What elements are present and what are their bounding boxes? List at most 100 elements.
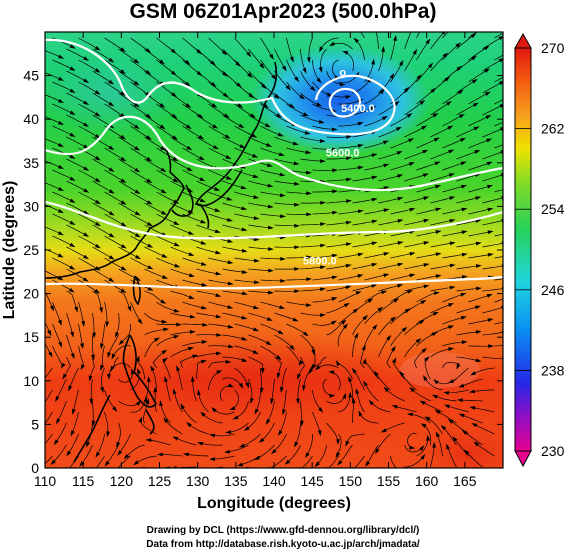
streamline [352,316,366,336]
streamline-arrow [91,354,95,361]
streamline-arrow [371,241,378,246]
streamline [472,407,495,413]
streamline-arrow [317,407,324,413]
streamline-arrow [226,175,233,180]
streamline [337,325,347,347]
streamline-arrow [57,120,64,126]
streamline-arrow [170,48,177,54]
streamline-arrow [224,449,231,454]
streamline [45,389,53,403]
streamline [234,257,257,262]
streamline [274,48,286,69]
streamline [378,318,394,336]
streamline-arrow [253,305,260,310]
streamline-arrow [458,113,465,119]
streamline-arrow [461,340,468,345]
streamline-arrow [409,387,415,393]
streamline-arrow [145,398,150,405]
streamline [196,224,218,233]
streamline [456,265,479,270]
streamline-arrow [267,183,274,188]
streamline [208,147,229,159]
streamline-arrow [381,46,386,52]
x-tick-label: 155 [377,473,401,489]
streamline-arrow [134,167,141,173]
streamline [430,150,452,160]
streamline [281,367,287,390]
streamline [312,59,320,82]
streamline [104,191,124,204]
streamline-arrow [345,242,352,247]
streamline [370,401,391,413]
streamline [404,444,423,453]
streamline-arrow [357,274,364,278]
streamline-arrow [370,105,377,111]
streamline [366,444,379,465]
wind-streamlines [45,32,503,468]
streamline-arrow [145,438,152,442]
streamline-arrow [269,53,274,60]
streamline-arrow [24,393,29,398]
streamline-arrow [273,93,280,100]
streamline-arrow [399,370,405,377]
streamline [137,358,145,380]
streamline [260,125,282,136]
streamline [248,180,271,187]
streamline [326,157,349,160]
streamline [390,114,411,127]
y-tick-label: 45 [23,68,39,84]
streamline-arrow [486,294,493,298]
streamline-arrow [458,413,465,418]
streamline-arrow [252,174,259,179]
streamline [422,401,443,413]
streamline [69,367,79,389]
streamline-arrow [100,343,104,350]
streamline-arrow [331,477,337,481]
streamline [456,150,478,160]
streamline-arrow [475,241,482,246]
streamline-arrow [473,441,480,447]
streamline [312,321,335,326]
streamline-arrow [276,372,281,379]
streamline [326,395,346,404]
streamline-arrow [449,285,456,290]
streamline [416,114,436,127]
streamline-arrow [278,430,283,436]
streamline-arrow [47,330,52,337]
streamline-arrow [176,365,181,372]
streamline [222,377,242,387]
streamline-arrow [114,331,120,338]
streamline-arrow [421,347,428,353]
streamline-arrow [314,365,321,371]
streamline [196,180,218,191]
streamline-arrow [50,459,56,465]
streamline [416,231,439,237]
streamline-arrow [459,137,466,142]
streamline-arrow [448,149,455,154]
streamline-arrow [292,317,299,322]
streamline [144,338,158,358]
streamline [156,235,178,246]
streamline [326,422,339,442]
streamline [248,334,270,345]
streamline-arrow [310,363,316,370]
streamline [156,323,179,325]
streamline-arrow [342,323,349,329]
streamline-arrow [449,263,456,268]
streamline [482,356,503,359]
streamline-arrow [294,223,301,228]
streamline-arrow [471,423,478,428]
streamline [378,284,401,292]
streamline [375,32,379,50]
streamline-arrow [352,308,359,314]
streamline-arrow [301,385,306,392]
streamline-arrow [188,252,195,256]
streamline [78,81,99,94]
streamline-arrow [83,254,89,260]
streamline [352,242,375,248]
streamline-arrow [99,307,104,314]
streamline-arrow [294,245,301,250]
streamline-arrow [238,443,245,448]
streamline [144,202,165,214]
streamline-arrow [69,132,76,137]
